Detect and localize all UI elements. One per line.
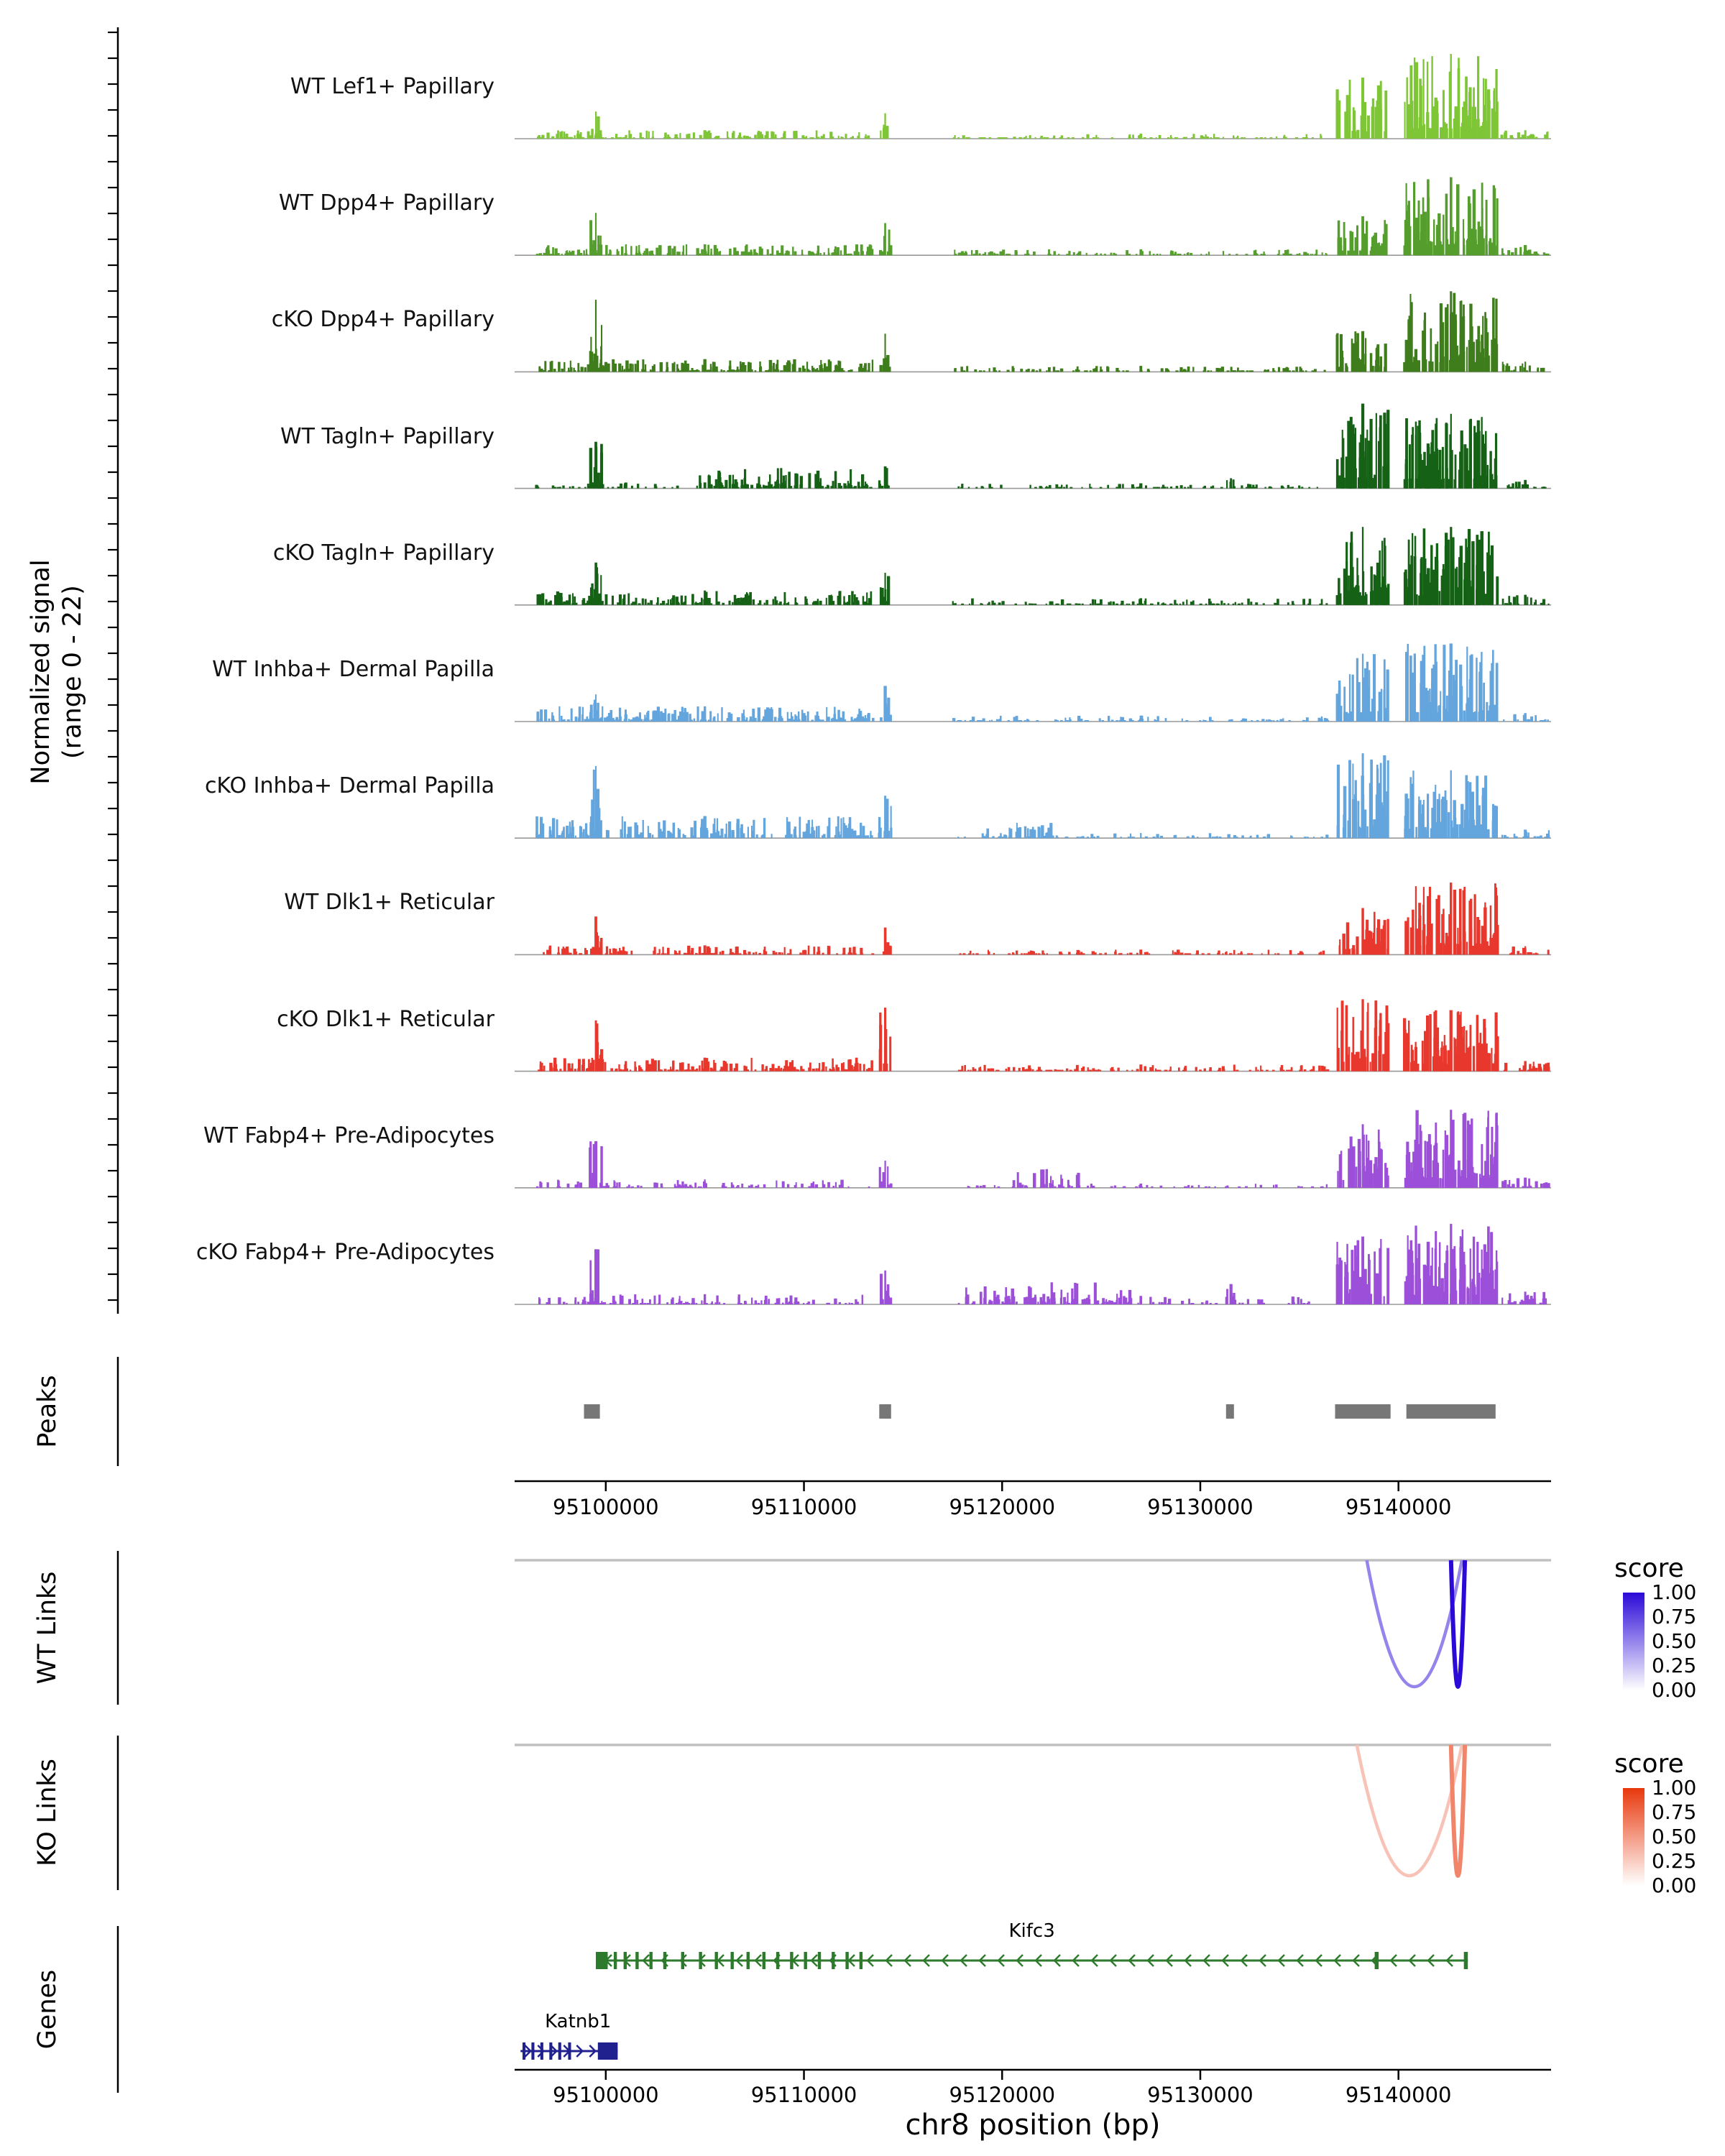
track-label: cKO Dpp4+ Papillary bbox=[271, 307, 494, 333]
gene-label: Kifc3 bbox=[1008, 1920, 1055, 1942]
legend-tick-label: 0.00 bbox=[1652, 1874, 1697, 1897]
x-axis-label: chr8 position (bp) bbox=[905, 2109, 1161, 2142]
legend-tick-label: 0.25 bbox=[1652, 1654, 1697, 1677]
x-tick-label: 95120000 bbox=[949, 2083, 1056, 2107]
track-label: WT Lef1+ Papillary bbox=[290, 74, 494, 99]
x-tick-label: 95100000 bbox=[553, 2083, 659, 2107]
track-label: WT Dlk1+ Reticular bbox=[284, 890, 494, 916]
wt-links-panel bbox=[515, 1559, 1551, 1689]
legend-tick-label: 0.75 bbox=[1652, 1800, 1697, 1824]
x-tick-label: 95120000 bbox=[949, 1495, 1056, 1519]
ko-links-score-gradient bbox=[1623, 1788, 1644, 1886]
coverage-y-axis bbox=[108, 27, 119, 1314]
legend-tick-label: 0.75 bbox=[1652, 1605, 1697, 1628]
section-label-wt-links: WT Links bbox=[33, 1571, 62, 1685]
wt-links-legend-title: score bbox=[1614, 1554, 1684, 1583]
x-tick-label: 95130000 bbox=[1147, 1495, 1254, 1519]
track-label: WT Fabp4+ Pre-Adipocytes bbox=[203, 1123, 494, 1148]
track-label: cKO Inhba+ Dermal Papilla bbox=[204, 773, 494, 799]
x-axis-genes bbox=[515, 2068, 1551, 2080]
x-axis-peaks bbox=[515, 1480, 1551, 1491]
x-tick-label: 95140000 bbox=[1345, 1495, 1452, 1519]
coverage-tracks bbox=[515, 54, 1551, 1305]
x-tick-label: 95110000 bbox=[750, 2083, 857, 2107]
legend-tick-label: 1.00 bbox=[1652, 1776, 1697, 1800]
track-label: WT Tagln+ Papillary bbox=[280, 423, 494, 449]
legend-tick-label: 0.25 bbox=[1652, 1849, 1697, 1873]
section-label-genes: Genes bbox=[33, 1969, 62, 2050]
track-label: WT Inhba+ Dermal Papilla bbox=[212, 657, 494, 682]
track-label: cKO Fabp4+ Pre-Adipocytes bbox=[196, 1240, 494, 1265]
track-label: WT Dpp4+ Papillary bbox=[278, 190, 494, 216]
x-tick-label: 95110000 bbox=[750, 1495, 857, 1519]
section-label-peaks: Peaks bbox=[33, 1375, 62, 1448]
gene-label: Katnb1 bbox=[545, 2011, 612, 2032]
legend-tick-label: 0.50 bbox=[1652, 1825, 1697, 1848]
genes-track bbox=[520, 1952, 1468, 2060]
legend-tick-label: 0.00 bbox=[1652, 1678, 1697, 1702]
legend-tick-label: 1.00 bbox=[1652, 1580, 1697, 1604]
x-tick-label: 95140000 bbox=[1345, 2083, 1452, 2107]
ko-links-legend-title: score bbox=[1614, 1749, 1684, 1779]
legend-tick-label: 0.50 bbox=[1652, 1629, 1697, 1653]
section-label-ko-links: KO Links bbox=[33, 1759, 62, 1866]
ko-links-panel bbox=[515, 1743, 1551, 1878]
track-label: cKO Dlk1+ Reticular bbox=[277, 1006, 494, 1032]
x-tick-label: 95100000 bbox=[553, 1495, 659, 1519]
track-label: cKO Tagln+ Papillary bbox=[272, 540, 494, 566]
wt-links-score-gradient bbox=[1623, 1593, 1644, 1690]
peaks-track bbox=[584, 1404, 1496, 1419]
x-tick-label: 95130000 bbox=[1147, 2083, 1254, 2107]
